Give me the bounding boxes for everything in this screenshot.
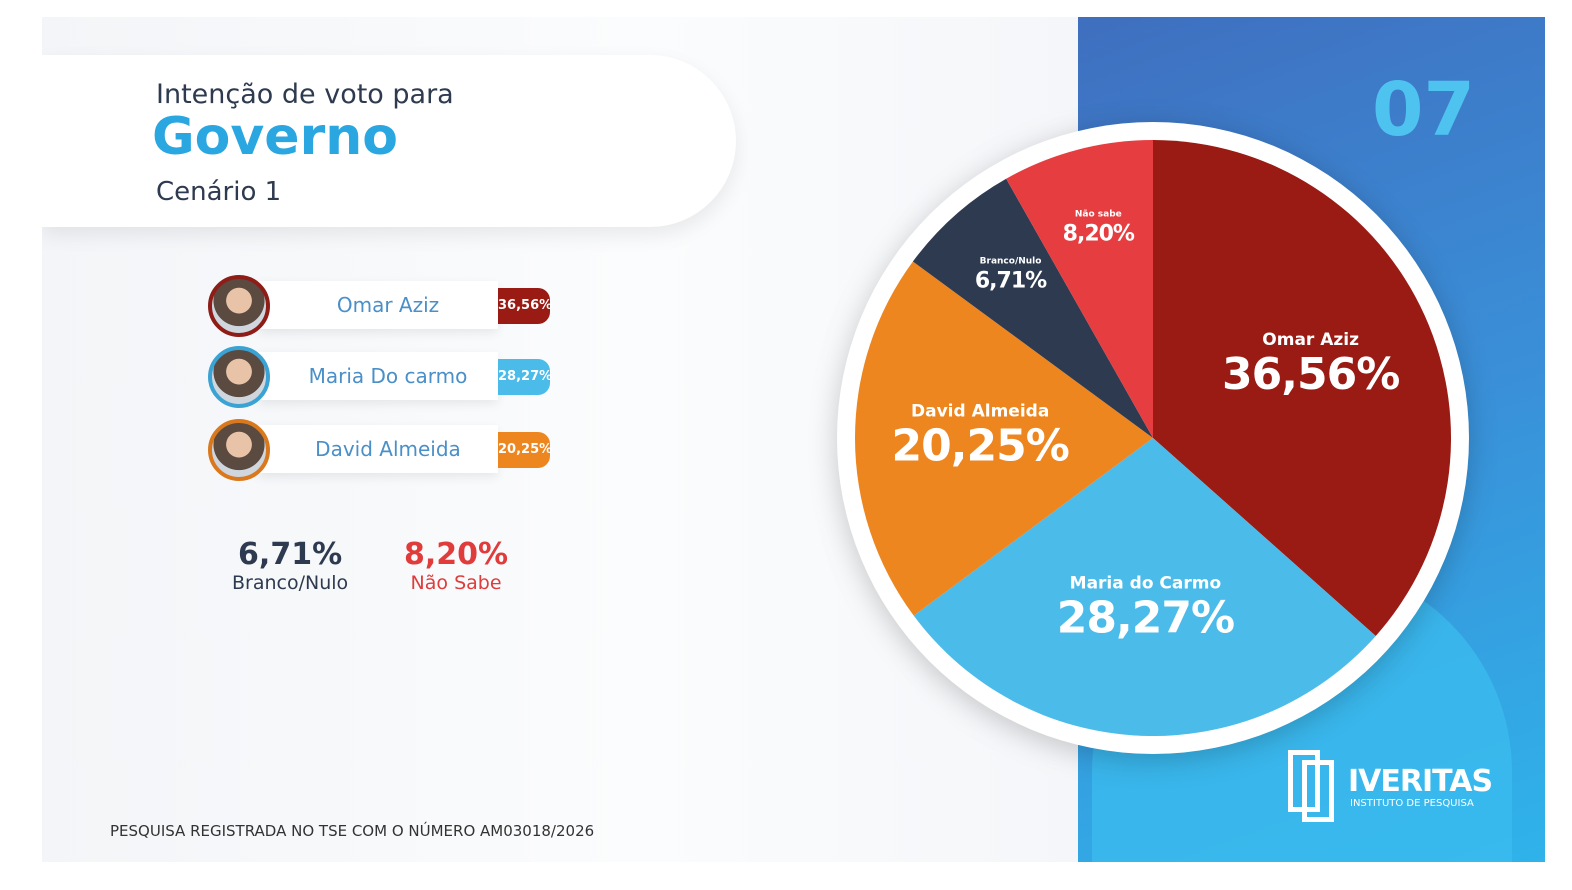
slice-value-label: 8,20% [1063,222,1135,247]
infographic: Intenção de voto para Governo Cenário 1 … [42,17,1545,862]
stat-value: 6,71% [238,537,343,572]
candidate-name: Omar Aziz [258,281,498,329]
candidate-percent: 28,27% [498,359,552,395]
pie-slice [1006,140,1153,438]
title-card [42,55,736,227]
slice-value-label: 28,27% [1057,593,1234,644]
slice-value-label: 6,71% [975,269,1047,294]
veritas-logo: IVERITAS INSTITUTO DE PESQUISA [1288,750,1493,825]
slice-label: Branco/Nulo [980,257,1042,267]
title-subtitle: Intenção de voto para [156,79,454,110]
avatar [208,346,270,408]
footer-note: PESQUISA REGISTRADA NO TSE COM O NÚMERO … [110,822,595,840]
slice-value-label: 20,25% [892,420,1069,471]
page-number: 07 [1372,67,1475,153]
logo-mark-icon [1302,760,1334,822]
stat-value: 8,20% [404,537,509,572]
candidate-row: Maria Do carmo 28,27% [208,346,552,408]
candidate-row: Omar Aziz 36,56% [208,275,552,337]
branco-nulo-stat: 6,71% Branco/Nulo [232,537,348,594]
slice-value-label: 36,56% [1222,349,1399,400]
slice-label: Maria do Carmo [1070,574,1221,594]
logo-name: IVERITAS [1348,764,1493,799]
logo-tagline: INSTITUTO DE PESQUISA [1350,798,1474,809]
candidate-name: Maria Do carmo [258,352,498,400]
avatar [208,419,270,481]
candidate-percent: 20,25% [498,432,552,468]
page-title: Governo [152,107,398,167]
pie-slice [912,178,1153,438]
pie-slice [1153,140,1452,636]
candidate-percent: 36,56% [498,288,552,324]
candidate-row: David Almeida 20,25% [208,419,552,481]
pie-slice [913,438,1376,737]
nao-sabe-stat: 8,20% Não Sabe [404,537,508,594]
scenario-label: Cenário 1 [156,177,282,207]
candidate-name: David Almeida [258,425,498,473]
slice-label: David Almeida [911,401,1049,421]
pie-slice [855,261,1153,616]
slice-label: Omar Aziz [1262,330,1359,350]
stat-label: Não Sabe [410,572,502,594]
stat-label: Branco/Nulo [232,572,349,594]
slice-label: Não sabe [1075,210,1122,220]
avatar [208,275,270,337]
